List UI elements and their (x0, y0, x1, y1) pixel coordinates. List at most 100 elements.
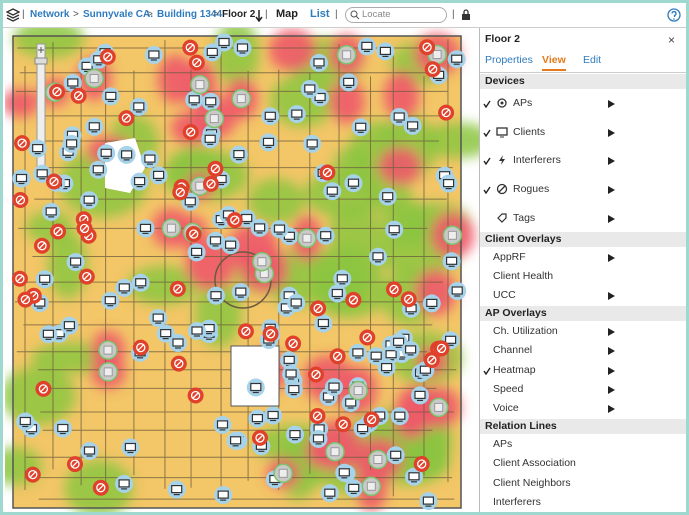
client-marker[interactable] (353, 419, 372, 438)
ap-marker[interactable] (273, 463, 293, 484)
client-marker[interactable] (229, 145, 248, 164)
rogue-marker[interactable] (413, 456, 430, 472)
client-marker[interactable] (284, 380, 303, 399)
rogue-marker[interactable] (203, 175, 219, 192)
client-marker[interactable] (115, 278, 134, 297)
rogue-marker[interactable] (262, 325, 279, 342)
client-marker[interactable] (117, 145, 136, 164)
menu-item[interactable]: Speed (480, 379, 686, 398)
rogue-marker[interactable] (424, 61, 441, 78)
client-marker[interactable] (221, 236, 240, 255)
client-marker[interactable] (66, 253, 85, 272)
rogue-marker[interactable] (386, 281, 402, 298)
client-marker[interactable] (35, 270, 54, 289)
rogue-marker[interactable] (438, 104, 455, 121)
client-marker[interactable] (97, 144, 116, 163)
client-marker[interactable] (187, 243, 206, 262)
client-marker[interactable] (188, 322, 206, 340)
rogue-marker[interactable] (99, 48, 116, 65)
zoom-handle[interactable] (34, 57, 48, 65)
panel-tab[interactable]: View (542, 54, 566, 71)
ap-marker[interactable] (297, 228, 317, 249)
zoom-in[interactable] (38, 47, 44, 53)
menu-item[interactable]: Channel (480, 341, 686, 360)
menu-item[interactable]: Clients (480, 118, 686, 147)
client-marker[interactable] (101, 87, 120, 106)
list-button[interactable]: List (310, 8, 330, 20)
rogue-marker[interactable] (419, 39, 436, 56)
search-box[interactable]: Locate (345, 7, 447, 23)
panel-tab[interactable]: Edit (583, 54, 602, 66)
rogue-marker[interactable] (24, 466, 41, 483)
rogue-marker[interactable] (237, 323, 254, 340)
client-marker[interactable] (12, 169, 31, 188)
client-marker[interactable] (369, 247, 387, 266)
client-marker[interactable] (248, 409, 267, 428)
client-marker[interactable] (439, 174, 458, 193)
rogue-marker[interactable] (433, 340, 450, 357)
rogue-marker[interactable] (17, 291, 34, 308)
client-marker[interactable] (403, 116, 422, 135)
client-marker[interactable] (422, 294, 441, 313)
client-marker[interactable] (89, 160, 108, 179)
client-marker[interactable] (207, 286, 225, 305)
client-marker[interactable] (447, 50, 466, 69)
client-marker[interactable] (231, 283, 250, 302)
ap-marker[interactable] (161, 218, 182, 238)
client-marker[interactable] (80, 442, 99, 460)
client-marker[interactable] (376, 42, 395, 61)
client-marker[interactable] (136, 219, 155, 238)
ap-marker[interactable] (325, 441, 345, 462)
client-marker[interactable] (250, 218, 269, 237)
client-marker[interactable] (185, 90, 204, 109)
client-marker[interactable] (63, 74, 82, 92)
rogue-marker[interactable] (12, 192, 29, 208)
client-marker[interactable] (378, 187, 397, 206)
client-marker[interactable] (287, 294, 306, 312)
client-marker[interactable] (261, 107, 280, 126)
client-marker[interactable] (140, 150, 159, 169)
menu-item[interactable]: Client Neighbors (480, 473, 686, 492)
client-marker[interactable] (226, 431, 245, 450)
rogue-marker[interactable] (285, 335, 302, 352)
rogue-marker[interactable] (400, 291, 417, 308)
help-icon[interactable] (667, 8, 681, 22)
client-marker[interactable] (335, 463, 354, 482)
client-marker[interactable] (411, 386, 429, 405)
client-marker[interactable] (314, 314, 333, 333)
ap-marker[interactable] (368, 449, 388, 470)
ap-marker[interactable] (252, 251, 272, 272)
client-marker[interactable] (28, 139, 47, 158)
client-marker[interactable] (320, 484, 339, 503)
client-marker[interactable] (348, 343, 367, 362)
ap-marker[interactable] (204, 108, 225, 129)
rogue-marker[interactable] (308, 366, 324, 383)
breadcrumb-link[interactable]: Network (30, 9, 70, 20)
client-marker[interactable] (357, 37, 376, 56)
menu-item[interactable]: Client Association (480, 454, 686, 473)
rogue-marker[interactable] (363, 411, 380, 428)
client-marker[interactable] (442, 252, 461, 271)
rogue-marker[interactable] (423, 352, 440, 368)
ap-marker[interactable] (336, 45, 357, 65)
rogue-marker[interactable] (207, 160, 224, 177)
client-marker[interactable] (85, 117, 104, 136)
menu-item[interactable]: Heatmap (480, 360, 686, 379)
rogue-marker[interactable] (319, 164, 336, 181)
ap-marker[interactable] (361, 476, 382, 497)
client-marker[interactable] (333, 269, 352, 288)
client-marker[interactable] (101, 291, 120, 310)
client-marker[interactable] (214, 486, 233, 505)
menu-item[interactable]: Voice (480, 399, 686, 418)
client-marker[interactable] (130, 172, 149, 191)
menu-item[interactable]: Interferers (480, 492, 686, 511)
ap-marker[interactable] (231, 88, 252, 109)
client-marker[interactable] (309, 429, 328, 448)
client-marker[interactable] (131, 273, 150, 292)
client-marker[interactable] (233, 39, 252, 57)
client-marker[interactable] (270, 220, 289, 239)
rogue-marker[interactable] (329, 348, 346, 365)
client-marker[interactable] (149, 166, 168, 185)
client-marker[interactable] (385, 220, 404, 239)
rogue-marker[interactable] (172, 184, 189, 201)
